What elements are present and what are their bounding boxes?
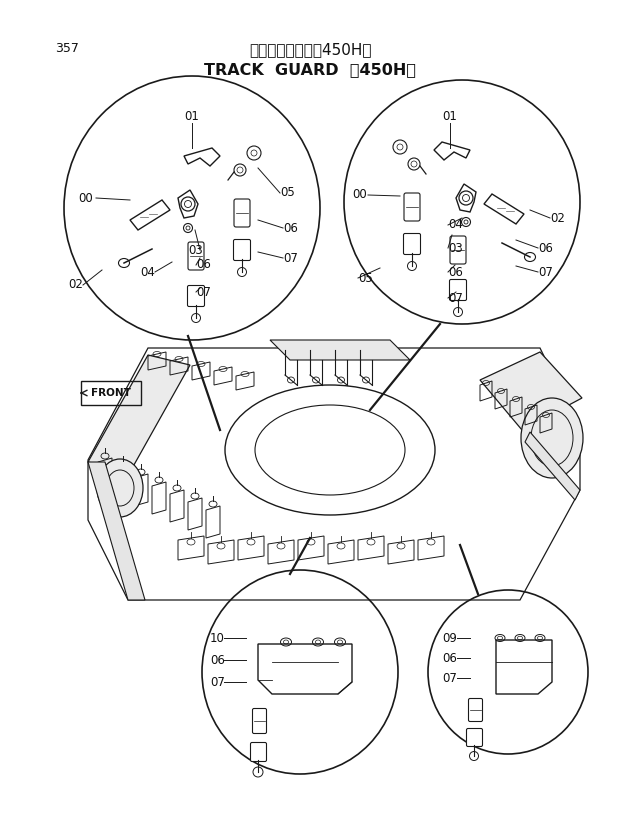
Text: 04: 04 xyxy=(140,265,155,279)
Ellipse shape xyxy=(521,398,583,478)
Text: 02: 02 xyxy=(68,279,83,291)
Text: 03: 03 xyxy=(448,241,463,255)
Text: 00: 00 xyxy=(352,189,367,202)
Polygon shape xyxy=(88,462,145,600)
Text: 05: 05 xyxy=(280,187,294,199)
Text: 00: 00 xyxy=(78,192,93,204)
FancyBboxPatch shape xyxy=(234,240,250,261)
Text: 10: 10 xyxy=(210,632,225,644)
Text: 07: 07 xyxy=(196,285,211,299)
Ellipse shape xyxy=(97,459,143,517)
Text: 06: 06 xyxy=(448,265,463,279)
FancyBboxPatch shape xyxy=(450,236,466,264)
Text: 06: 06 xyxy=(210,653,225,667)
Text: 06: 06 xyxy=(442,652,457,665)
Text: 01: 01 xyxy=(443,109,458,122)
FancyBboxPatch shape xyxy=(234,199,250,227)
FancyBboxPatch shape xyxy=(466,729,482,747)
Text: FRONT: FRONT xyxy=(91,388,131,398)
FancyBboxPatch shape xyxy=(404,233,420,255)
FancyBboxPatch shape xyxy=(404,193,420,221)
Text: 02: 02 xyxy=(550,212,565,224)
Text: 07: 07 xyxy=(210,676,225,689)
Text: TRACK  GUARD  〈450H〉: TRACK GUARD 〈450H〉 xyxy=(204,62,416,77)
FancyBboxPatch shape xyxy=(469,699,482,721)
Polygon shape xyxy=(480,352,582,430)
FancyBboxPatch shape xyxy=(252,709,267,734)
Polygon shape xyxy=(270,340,410,360)
Text: 01: 01 xyxy=(185,109,200,122)
Text: トラックガード〈450H〉: トラックガード〈450H〉 xyxy=(249,42,371,57)
Text: 07: 07 xyxy=(283,251,298,265)
Text: 07: 07 xyxy=(442,672,457,685)
Text: 04: 04 xyxy=(448,218,463,232)
FancyBboxPatch shape xyxy=(250,743,267,762)
Text: 03: 03 xyxy=(188,243,203,256)
Text: 07: 07 xyxy=(448,291,463,304)
Polygon shape xyxy=(525,432,580,500)
Text: 05: 05 xyxy=(358,271,373,284)
Text: 06: 06 xyxy=(538,241,553,255)
Text: 09: 09 xyxy=(442,632,457,644)
FancyBboxPatch shape xyxy=(187,285,205,307)
Text: 06: 06 xyxy=(283,222,298,235)
FancyBboxPatch shape xyxy=(188,242,204,270)
Text: 06: 06 xyxy=(196,259,211,271)
Text: 07: 07 xyxy=(538,265,553,279)
Text: 357: 357 xyxy=(55,42,79,55)
FancyBboxPatch shape xyxy=(450,280,466,300)
Polygon shape xyxy=(88,355,190,472)
